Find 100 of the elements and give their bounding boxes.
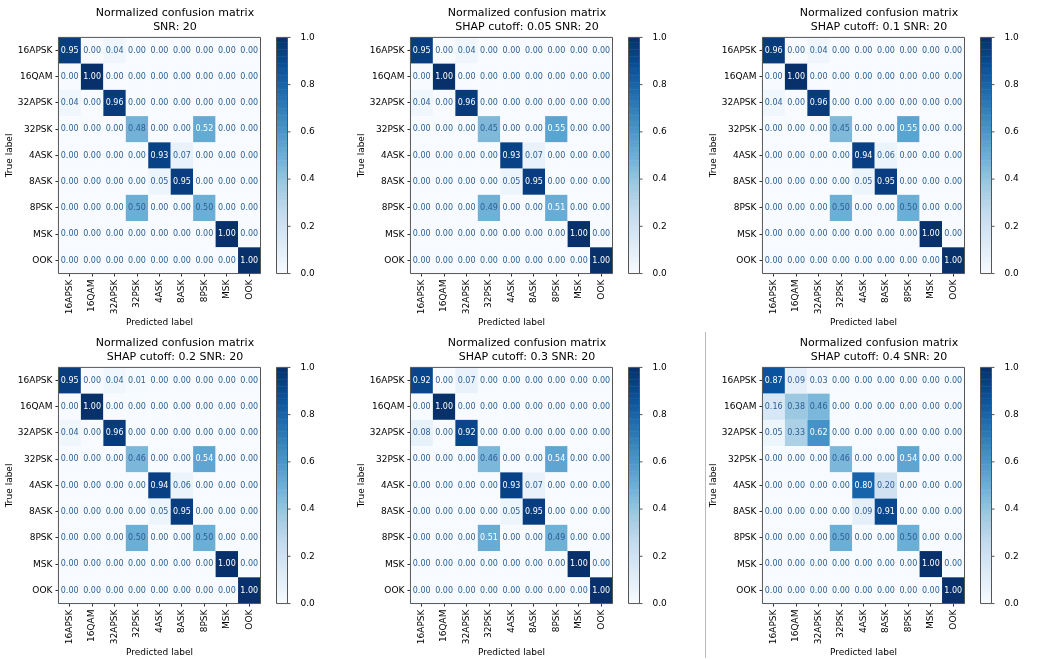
y-tick-label: 8ASK xyxy=(732,176,758,187)
data-label: 0.00 xyxy=(547,480,566,490)
data-label: 0.03 xyxy=(809,375,828,385)
data-label: 0.00 xyxy=(83,176,102,186)
color-bar-label: 0.2 xyxy=(300,550,315,561)
data-label: 0.00 xyxy=(809,71,828,81)
data-label: 0.00 xyxy=(764,585,783,595)
y-tick-label: 8PSK xyxy=(29,202,54,213)
chart-subtitle: SHAP cutoff: 0.3 SNR: 20 xyxy=(458,349,596,363)
data-label: 0.00 xyxy=(832,150,850,160)
data-label: 0.00 xyxy=(412,150,431,160)
data-label: 0.00 xyxy=(877,533,895,543)
x-tick-label: OOK xyxy=(243,278,254,300)
x-tick-label: 8PSK xyxy=(198,278,209,303)
data-label: 0.00 xyxy=(592,150,611,160)
data-label: 0.00 xyxy=(787,480,806,490)
data-label: 0.00 xyxy=(195,401,214,411)
data-label: 0.00 xyxy=(150,124,169,134)
x-tick-label: 8PSK xyxy=(198,608,209,633)
data-label: 0.51 xyxy=(480,533,498,543)
chart-title: Normalized confusion matrix xyxy=(95,6,255,20)
data-label: 0.00 xyxy=(83,203,102,213)
data-label: 0.49 xyxy=(480,203,498,213)
data-label: 0.00 xyxy=(173,98,191,108)
data-label: 0.00 xyxy=(832,585,850,595)
data-label: 0.00 xyxy=(60,71,79,81)
data-label: 0.00 xyxy=(150,45,169,55)
data-label: 0.00 xyxy=(547,375,566,385)
data-label: 0.00 xyxy=(832,375,850,385)
data-label: 0.00 xyxy=(217,480,236,490)
data-label: 0.00 xyxy=(240,506,259,516)
chart-subtitle: SHAP cutoff: 0.1 SNR: 20 xyxy=(810,19,948,33)
x-tick-label: 16QAM xyxy=(86,279,97,313)
data-label: 0.00 xyxy=(480,559,498,569)
data-label: 0.00 xyxy=(217,150,236,160)
data-label: 0.00 xyxy=(150,585,169,595)
data-label: 0.00 xyxy=(412,124,431,134)
data-label: 1.00 xyxy=(592,255,611,265)
data-label: 0.00 xyxy=(457,585,476,595)
y-axis-title: True label xyxy=(3,133,14,179)
data-label: 0.00 xyxy=(128,559,146,569)
data-label: 0.00 xyxy=(787,533,806,543)
data-label: 0.00 xyxy=(240,401,259,411)
data-label: 0.95 xyxy=(525,176,543,186)
data-label: 0.00 xyxy=(502,428,521,438)
data-label: 0.00 xyxy=(195,585,214,595)
data-label: 0.04 xyxy=(105,375,124,385)
data-label: 0.00 xyxy=(525,203,543,213)
data-label: 0.04 xyxy=(412,98,431,108)
data-label: 0.00 xyxy=(457,533,476,543)
data-label: 1.00 xyxy=(240,585,259,595)
x-tick-label: OOK xyxy=(595,278,606,300)
data-label: 0.00 xyxy=(569,506,588,516)
data-label: 0.00 xyxy=(832,45,850,55)
y-tick-label: OOK xyxy=(384,254,406,265)
data-label: 0.00 xyxy=(787,176,806,186)
data-label: 0.00 xyxy=(480,585,498,595)
data-label: 0.00 xyxy=(105,454,124,464)
data-label: 1.00 xyxy=(83,401,102,411)
data-label: 1.00 xyxy=(217,559,236,569)
data-label: 0.00 xyxy=(944,401,963,411)
x-tick-label: MSK xyxy=(925,608,936,629)
data-label: 0.00 xyxy=(412,454,431,464)
data-label: 0.00 xyxy=(832,176,850,186)
data-label: 0.00 xyxy=(240,428,259,438)
data-label: 0.04 xyxy=(60,98,79,108)
y-tick-label: 16APSK xyxy=(17,374,54,385)
data-label: 0.00 xyxy=(832,480,850,490)
chart-subtitle: SNR: 20 xyxy=(153,19,197,33)
data-label: 0.00 xyxy=(899,98,918,108)
data-label: 0.00 xyxy=(457,559,476,569)
data-label: 0.00 xyxy=(105,71,124,81)
data-label: 0.00 xyxy=(60,506,79,516)
data-label: 0.00 xyxy=(217,428,236,438)
data-label: 1.00 xyxy=(944,585,963,595)
data-label: 0.00 xyxy=(877,255,895,265)
data-label: 0.00 xyxy=(764,454,783,464)
data-label: 0.00 xyxy=(412,71,431,81)
data-label: 0.00 xyxy=(787,124,806,134)
chart-title: Normalized confusion matrix xyxy=(799,6,959,20)
color-bar-label: 0.2 xyxy=(300,220,315,231)
data-label: 0.00 xyxy=(457,71,476,81)
data-label: 0.00 xyxy=(128,480,146,490)
data-label: 0.00 xyxy=(921,401,940,411)
data-label: 0.00 xyxy=(899,150,918,160)
data-label: 0.00 xyxy=(173,124,191,134)
x-tick-label: 32PSK xyxy=(835,278,846,309)
data-label: 0.00 xyxy=(877,585,895,595)
data-label: 0.00 xyxy=(569,480,588,490)
data-label: 0.00 xyxy=(105,203,124,213)
data-label: 0.00 xyxy=(105,533,124,543)
data-label: 0.95 xyxy=(525,506,543,516)
data-label: 0.00 xyxy=(173,428,191,438)
data-label: 0.20 xyxy=(877,480,895,490)
data-label: 0.00 xyxy=(592,375,611,385)
data-label: 0.96 xyxy=(105,98,124,108)
data-label: 0.00 xyxy=(921,428,940,438)
data-label: 0.00 xyxy=(217,533,236,543)
x-tick-label: OOK xyxy=(243,608,254,630)
data-label: 0.00 xyxy=(547,255,566,265)
